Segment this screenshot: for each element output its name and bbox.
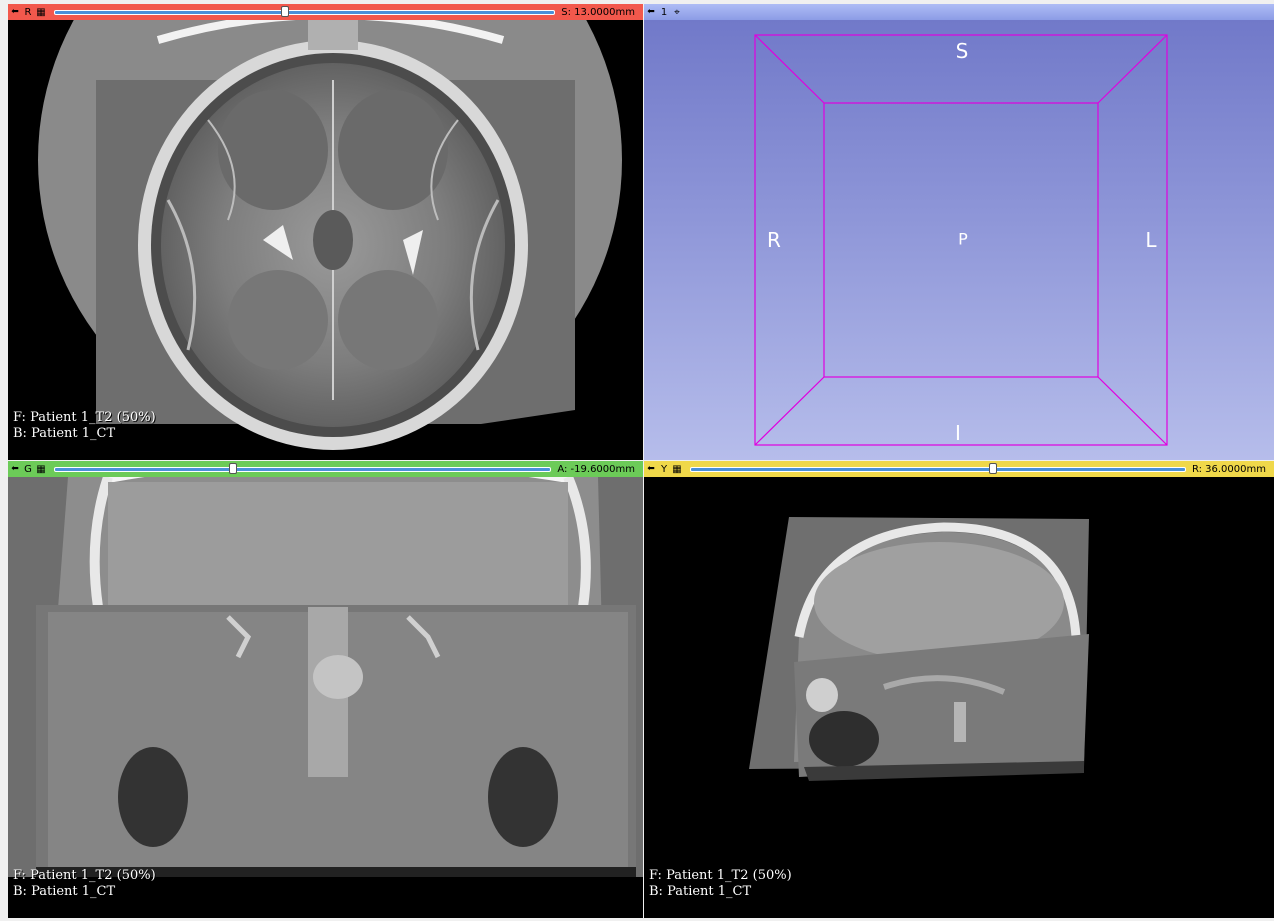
orientation-posterior: P bbox=[958, 229, 968, 249]
foreground-label: F: Patient 1_T2 (50%) bbox=[13, 868, 156, 883]
bounding-box bbox=[754, 34, 1168, 446]
yellow-slice-view[interactable]: ⬅ Y ▦ R: 36.0000mm F: Patient 1_T2 (50%)… bbox=[644, 461, 1274, 918]
pin-icon[interactable]: ⬅ bbox=[11, 464, 19, 474]
link-icon[interactable]: ▦ bbox=[672, 463, 682, 475]
green-slice-view[interactable]: ⬅ G ▦ A: -19.6000mm F: Pa bbox=[8, 461, 643, 918]
view-letter: R bbox=[24, 6, 32, 18]
slice-offset-slider[interactable] bbox=[690, 461, 1186, 477]
3d-render-area[interactable]: S I R L P bbox=[644, 20, 1274, 460]
slice-offset-slider[interactable] bbox=[54, 4, 556, 20]
link-icon[interactable]: ▦ bbox=[36, 6, 46, 18]
slice-offset-value: S: 13.0000mm bbox=[561, 6, 635, 18]
orientation-left: L bbox=[1145, 228, 1157, 252]
pin-icon[interactable]: ⬅ bbox=[647, 7, 655, 17]
red-slice-image[interactable]: F: Patient 1_T2 (50%) B: Patient 1_CT bbox=[8, 20, 643, 460]
3d-view[interactable]: ⬅ 1 ⌖ S I R L P bbox=[644, 4, 1274, 460]
coronal-head-image bbox=[8, 477, 643, 918]
green-slice-image[interactable]: F: Patient 1_T2 (50%) B: Patient 1_CT bbox=[8, 477, 643, 918]
slider-thumb[interactable] bbox=[229, 463, 238, 474]
slider-thumb[interactable] bbox=[280, 6, 289, 17]
pin-icon[interactable]: ⬅ bbox=[11, 7, 19, 17]
layer-annotation: F: Patient 1_T2 (50%) B: Patient 1_CT bbox=[13, 868, 156, 900]
background-label: B: Patient 1_CT bbox=[13, 884, 116, 899]
red-slice-view[interactable]: ⬅ R ▦ S: 13.0000mm bbox=[8, 4, 643, 460]
background-label: B: Patient 1_CT bbox=[649, 884, 752, 899]
layer-annotation: F: Patient 1_T2 (50%) B: Patient 1_CT bbox=[13, 410, 156, 442]
orientation-right: R bbox=[767, 228, 781, 252]
slider-track[interactable] bbox=[54, 10, 556, 15]
slider-track[interactable] bbox=[690, 467, 1186, 472]
foreground-label: F: Patient 1_T2 (50%) bbox=[13, 410, 156, 425]
axial-brain-image bbox=[8, 20, 643, 460]
slice-offset-slider[interactable] bbox=[54, 461, 552, 477]
sagittal-head-image bbox=[749, 517, 1089, 781]
yellow-slice-image[interactable]: F: Patient 1_T2 (50%) B: Patient 1_CT bbox=[644, 477, 1274, 918]
slider-thumb[interactable] bbox=[988, 463, 997, 474]
orientation-inferior: I bbox=[955, 421, 961, 445]
link-icon[interactable]: ▦ bbox=[36, 463, 46, 475]
green-slice-controller-bar: ⬅ G ▦ A: -19.6000mm bbox=[8, 461, 643, 477]
center-view-icon[interactable]: ⌖ bbox=[674, 6, 680, 18]
pin-icon[interactable]: ⬅ bbox=[647, 464, 655, 474]
foreground-label: F: Patient 1_T2 (50%) bbox=[649, 868, 792, 883]
slice-offset-value: R: 36.0000mm bbox=[1191, 463, 1266, 475]
background-label: B: Patient 1_CT bbox=[13, 426, 116, 441]
3d-view-controller-bar: ⬅ 1 ⌖ bbox=[644, 4, 1274, 20]
view-letter: G bbox=[24, 463, 32, 475]
red-slice-controller-bar: ⬅ R ▦ S: 13.0000mm bbox=[8, 4, 643, 20]
slice-offset-value: A: -19.6000mm bbox=[557, 463, 635, 475]
yellow-slice-controller-bar: ⬅ Y ▦ R: 36.0000mm bbox=[644, 461, 1274, 477]
view-letter: 1 bbox=[660, 6, 668, 18]
layer-annotation: F: Patient 1_T2 (50%) B: Patient 1_CT bbox=[649, 868, 792, 900]
slider-track[interactable] bbox=[54, 467, 552, 472]
orientation-superior: S bbox=[955, 39, 969, 63]
view-letter: Y bbox=[660, 463, 668, 475]
